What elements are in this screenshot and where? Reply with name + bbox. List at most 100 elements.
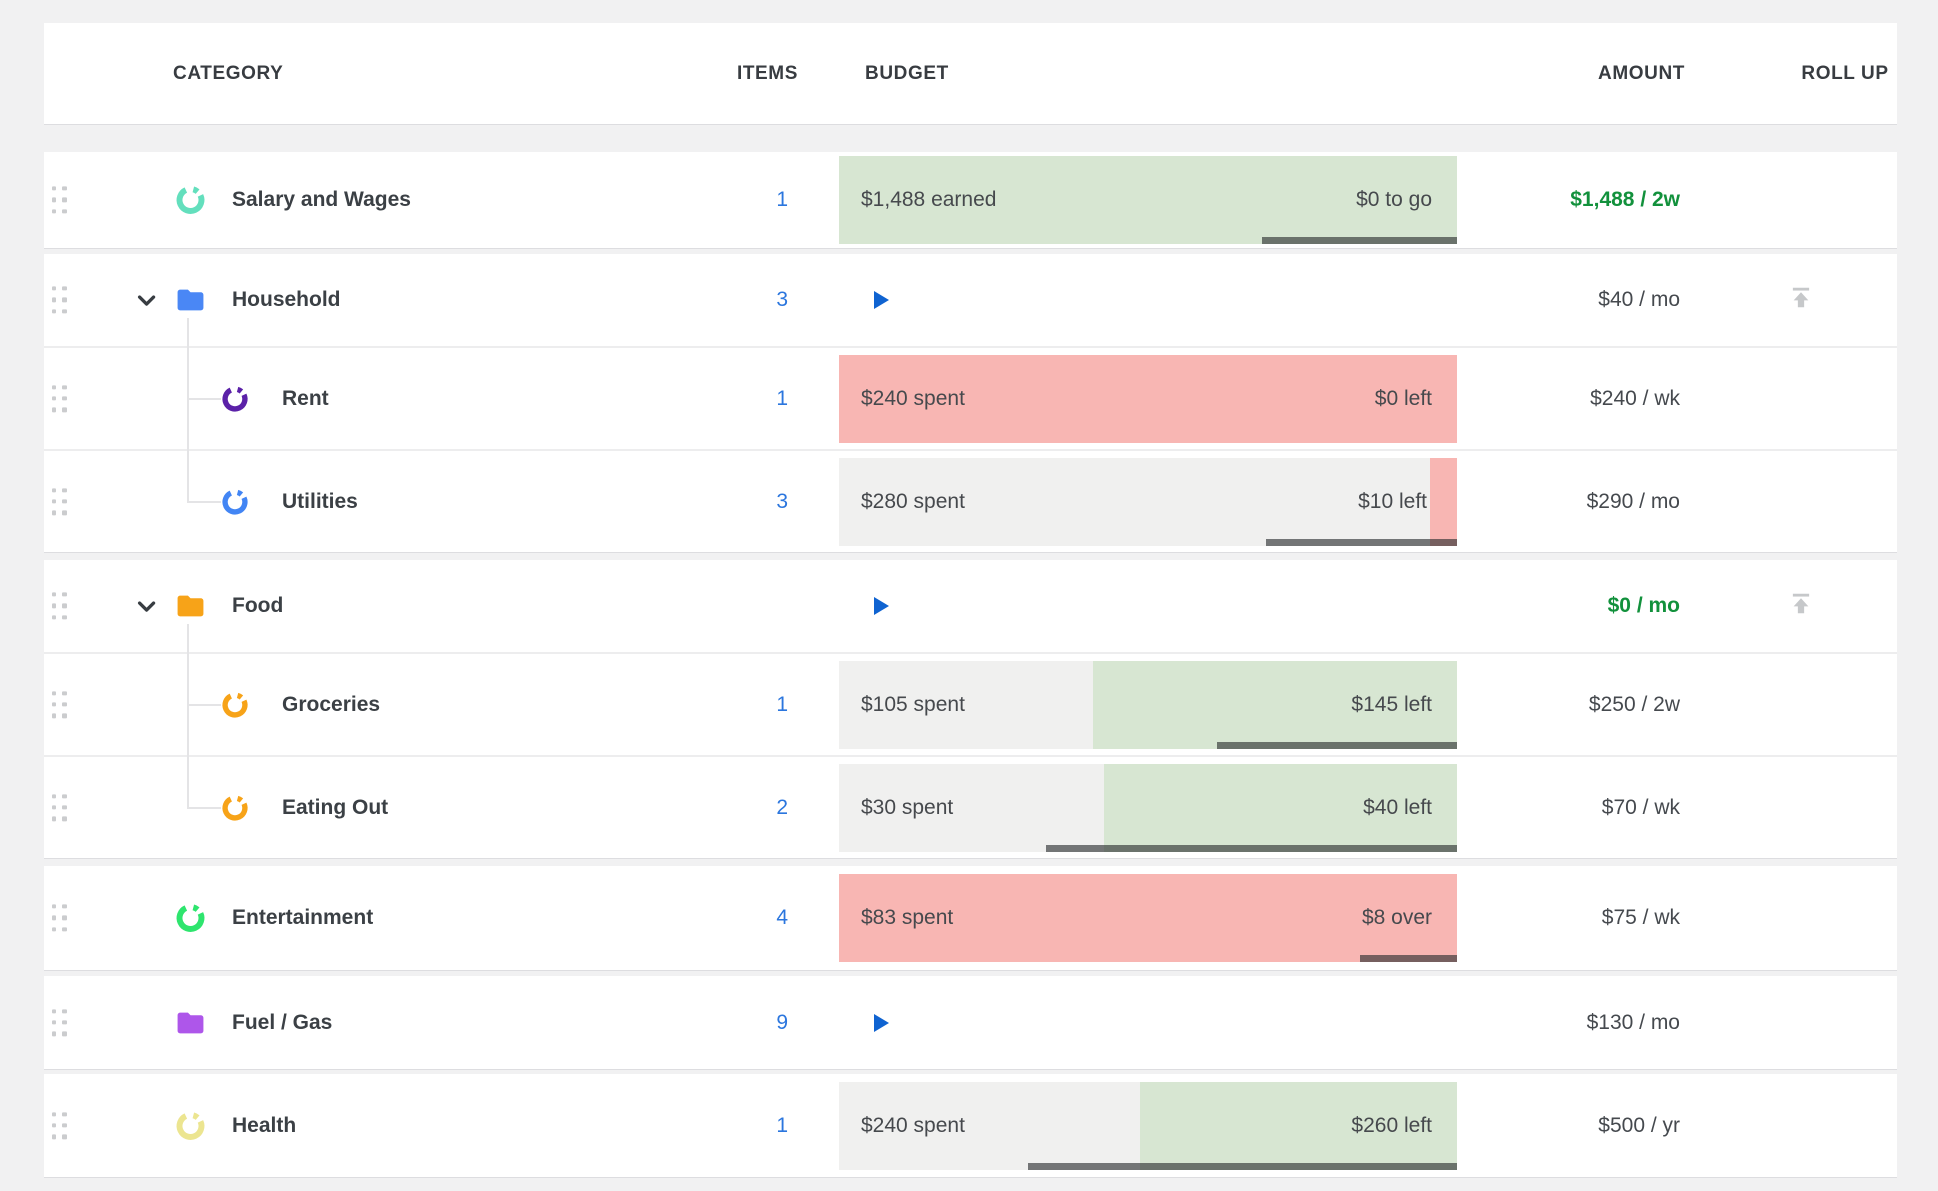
table-row-health: Health 1 $240 spent $260 left $500 / yr bbox=[44, 1074, 1897, 1177]
bar-left-label: $145 left bbox=[1351, 692, 1432, 716]
donut-icon-cell bbox=[221, 385, 249, 413]
budget-cell bbox=[839, 256, 1457, 344]
drag-handle[interactable] bbox=[52, 487, 76, 516]
budget-bar bbox=[839, 457, 1457, 546]
tree-line bbox=[187, 755, 189, 807]
donut-icon bbox=[222, 489, 248, 515]
bar-spent-label: $1,488 earned bbox=[861, 188, 997, 211]
category-card-food: Food $0 / mo Groceries 1 $105 spent $145 left… bbox=[44, 560, 1897, 858]
bar-segment-gray bbox=[839, 763, 1105, 852]
play-icon bbox=[874, 291, 889, 309]
table-row-rent: Rent 1 $240 spent $0 left $240 / wk bbox=[44, 346, 1897, 449]
drag-handle[interactable] bbox=[52, 592, 76, 620]
column-header-items: ITEMS bbox=[736, 62, 798, 84]
budget-bar bbox=[839, 354, 1457, 443]
items-cell: 2 bbox=[604, 796, 788, 820]
budget-cell: $83 spent $8 over bbox=[839, 874, 1457, 962]
drag-handle[interactable] bbox=[52, 690, 76, 719]
play-button[interactable] bbox=[868, 1007, 892, 1039]
drag-handle[interactable] bbox=[52, 1008, 76, 1037]
donut-icon-cell bbox=[175, 185, 206, 216]
items-count-link[interactable]: 1 bbox=[776, 1113, 788, 1137]
budget-cell: $280 spent $10 left bbox=[839, 457, 1457, 546]
items-count-link[interactable]: 3 bbox=[776, 489, 788, 513]
folder-icon-cell bbox=[175, 1007, 206, 1038]
play-icon bbox=[874, 1013, 889, 1032]
budget-cell: $240 spent $260 left bbox=[839, 1081, 1457, 1170]
bar-segment-gray bbox=[839, 457, 1430, 546]
items-count-link[interactable]: 9 bbox=[776, 1010, 788, 1034]
time-progress-underline bbox=[1046, 844, 1457, 852]
items-count-link[interactable]: 3 bbox=[776, 288, 788, 311]
bar-left-label: $260 left bbox=[1351, 1113, 1432, 1137]
category-name: Groceries bbox=[282, 692, 381, 716]
table-row-household: Household 3 $40 / mo bbox=[44, 254, 1897, 348]
budget-cell: $240 spent $0 left bbox=[839, 354, 1457, 443]
bar-segment-green bbox=[1104, 763, 1457, 852]
category-name: Household bbox=[232, 288, 341, 311]
drag-handle[interactable] bbox=[52, 384, 76, 413]
items-count-link[interactable]: 2 bbox=[776, 795, 788, 819]
column-header-category: CATEGORY bbox=[173, 62, 284, 84]
rollup-button[interactable] bbox=[1781, 285, 1821, 316]
donut-icon bbox=[222, 692, 248, 718]
amount-cell: $1,488 / 2w bbox=[1570, 188, 1680, 211]
category-name: Health bbox=[232, 1113, 297, 1137]
items-cell: 1 bbox=[604, 188, 788, 212]
items-count-link[interactable]: 1 bbox=[776, 386, 788, 410]
rollup-icon bbox=[1792, 287, 1810, 308]
bar-spent-label: $30 spent bbox=[861, 795, 954, 819]
drag-handle[interactable] bbox=[52, 793, 76, 822]
collapse-toggle[interactable] bbox=[132, 286, 160, 314]
amount-cell: $75 / wk bbox=[1601, 906, 1680, 929]
budget-table: CATEGORY ITEMS BUDGET AMOUNT ROLL UP Sal… bbox=[44, 23, 1897, 1177]
donut-icon-cell bbox=[221, 794, 249, 822]
amount-cell: $250 / 2w bbox=[1588, 692, 1680, 716]
budget-bar bbox=[839, 660, 1457, 749]
items-count-link[interactable]: 1 bbox=[776, 188, 788, 211]
collapse-toggle[interactable] bbox=[132, 592, 160, 620]
tree-line bbox=[187, 624, 189, 654]
drag-handle[interactable] bbox=[52, 904, 76, 932]
category-name: Eating Out bbox=[282, 795, 389, 819]
bar-segment-gray bbox=[839, 1081, 1140, 1170]
bar-segment-green bbox=[1092, 660, 1457, 749]
table-row-utilities: Utilities 3 $280 spent $10 left $290 / mo bbox=[44, 449, 1897, 552]
items-cell: 1 bbox=[604, 1114, 788, 1138]
donut-icon-cell bbox=[221, 488, 249, 516]
budget-bar bbox=[839, 156, 1457, 244]
drag-handle[interactable] bbox=[52, 1111, 76, 1140]
time-progress-underline bbox=[1359, 955, 1457, 962]
chevron-down-icon bbox=[137, 601, 156, 612]
table-header: CATEGORY ITEMS BUDGET AMOUNT ROLL UP bbox=[44, 23, 1897, 124]
donut-icon bbox=[222, 386, 248, 412]
table-row-entertainment: Entertainment 4 $83 spent $8 over $75 / wk bbox=[44, 866, 1897, 970]
drag-handle[interactable] bbox=[52, 286, 76, 314]
category-name: Fuel / Gas bbox=[232, 1010, 333, 1034]
folder-icon bbox=[177, 595, 204, 617]
play-button[interactable] bbox=[868, 284, 892, 316]
play-button[interactable] bbox=[868, 590, 892, 622]
drag-handle[interactable] bbox=[52, 186, 76, 214]
folder-icon-cell bbox=[175, 591, 206, 622]
bar-segment-gray bbox=[839, 660, 1093, 749]
table-row-food: Food $0 / mo bbox=[44, 560, 1897, 654]
items-count-link[interactable]: 1 bbox=[776, 692, 788, 716]
chevron-down-icon bbox=[137, 295, 156, 306]
rollup-button[interactable] bbox=[1781, 591, 1821, 622]
folder-icon-cell bbox=[175, 285, 206, 316]
table-row-fuel-gas: Fuel / Gas 9 $130 / mo bbox=[44, 976, 1897, 1069]
folder-icon bbox=[177, 1012, 204, 1033]
items-cell: 4 bbox=[604, 906, 788, 930]
budget-bar bbox=[839, 1081, 1457, 1170]
items-count-link[interactable]: 4 bbox=[776, 906, 788, 929]
bar-segment-green bbox=[1139, 1081, 1457, 1170]
budget-cell: $1,488 earned $0 to go bbox=[839, 156, 1457, 244]
category-name: Rent bbox=[282, 386, 329, 410]
folder-icon bbox=[177, 289, 204, 311]
amount-cell: $240 / wk bbox=[1590, 386, 1680, 410]
category-card-health: Health 1 $240 spent $260 left $500 / yr bbox=[44, 1074, 1897, 1177]
amount-cell: $500 / yr bbox=[1598, 1113, 1680, 1137]
bar-segment-red bbox=[839, 874, 1457, 962]
amount-cell: $130 / mo bbox=[1586, 1010, 1680, 1034]
